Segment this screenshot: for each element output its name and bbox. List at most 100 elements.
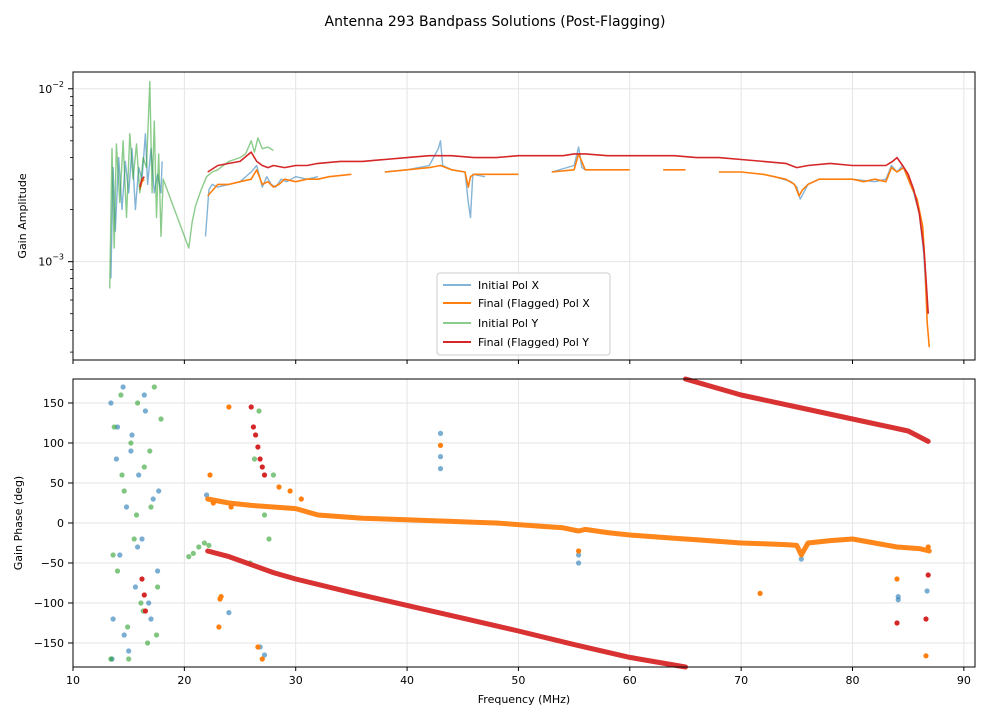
phase-point-yf bbox=[923, 616, 929, 622]
phase-point-xi bbox=[132, 584, 138, 590]
phase-point-xi bbox=[204, 492, 210, 498]
phase-point-yi bbox=[270, 472, 276, 478]
amplitude-frame bbox=[72, 71, 976, 361]
amplitude-panel: 10−2 10−3 Gain Amplitude Initial Pol X Fi… bbox=[16, 71, 976, 364]
phase-point-yf bbox=[255, 444, 261, 450]
legend-box bbox=[436, 272, 611, 356]
phase-point-xi bbox=[129, 432, 135, 438]
phase-y-tick-label: 150 bbox=[43, 397, 64, 410]
phase-point-xi bbox=[437, 430, 444, 436]
phase-point-yi bbox=[119, 472, 125, 478]
amplitude-y-tick-label: 10−3 bbox=[38, 253, 64, 269]
phase-point-xi bbox=[895, 597, 901, 603]
phase-point-yi bbox=[201, 540, 207, 546]
phase-y-tick-label: 0 bbox=[57, 517, 64, 530]
phase-point-xf bbox=[757, 590, 763, 597]
phase-point-xf bbox=[298, 496, 304, 502]
phase-point-yi bbox=[138, 600, 144, 606]
phase-trend-xf bbox=[205, 496, 932, 558]
phase-point-yi bbox=[131, 536, 137, 542]
phase-point-yf bbox=[253, 432, 259, 438]
phase-x-tick-label: 40 bbox=[400, 674, 414, 687]
phase-y-tick-label: 50 bbox=[50, 477, 64, 490]
amplitude-line-yi bbox=[109, 80, 274, 289]
phase-point-xf bbox=[255, 644, 261, 650]
phase-point-yi bbox=[266, 536, 272, 542]
phase-point-xi bbox=[576, 552, 582, 558]
phase-x-tick-label: 60 bbox=[623, 674, 637, 687]
phase-point-xf bbox=[923, 653, 929, 659]
phase-point-xi bbox=[121, 632, 127, 638]
phase-point-yi bbox=[118, 392, 124, 398]
phase-point-yi bbox=[114, 568, 121, 574]
amplitude-line-yf bbox=[139, 151, 929, 314]
phase-point-xf bbox=[228, 504, 234, 510]
phase-point-xi bbox=[798, 556, 804, 562]
phase-point-yf bbox=[141, 592, 147, 598]
amplitude-y-label: Gain Amplitude bbox=[16, 173, 29, 258]
phase-point-xi bbox=[437, 466, 444, 472]
phase-x-tick-label: 30 bbox=[289, 674, 303, 687]
phase-point-xi bbox=[576, 560, 582, 566]
phase-point-xi bbox=[226, 610, 232, 616]
chart-title: Antenna 293 Bandpass Solutions (Post-Fla… bbox=[325, 14, 666, 30]
phase-point-yi bbox=[206, 542, 212, 549]
phase-point-yi bbox=[135, 400, 141, 406]
phase-y-tick-label: −100 bbox=[34, 597, 64, 610]
legend-label-initial-pol-y: Initial Pol Y bbox=[478, 317, 538, 330]
phase-point-xi bbox=[261, 652, 268, 658]
legend: Initial Pol X Final (Flagged) Pol X Init… bbox=[436, 272, 611, 356]
phase-point-xi bbox=[141, 392, 147, 398]
phase-y-label: Gain Phase (deg) bbox=[12, 476, 25, 570]
phase-series bbox=[108, 376, 932, 670]
phase-point-xf bbox=[576, 548, 582, 554]
legend-label-final-pol-y: Final (Flagged) Pol Y bbox=[478, 336, 589, 349]
amplitude-grid bbox=[72, 72, 975, 360]
phase-point-xi bbox=[117, 552, 123, 558]
phase-x-tick-label: 90 bbox=[957, 674, 971, 687]
phase-point-xi bbox=[139, 536, 145, 542]
phase-point-yi bbox=[121, 488, 127, 494]
phase-point-yi bbox=[126, 656, 132, 662]
phase-point-xi bbox=[148, 616, 154, 622]
phase-point-yi bbox=[158, 416, 164, 422]
phase-point-yi bbox=[186, 554, 192, 560]
phase-trend-yf bbox=[205, 548, 688, 670]
phase-point-yi bbox=[108, 656, 114, 662]
phase-point-yf bbox=[139, 576, 145, 582]
x-axis-label: Frequency (MHz) bbox=[478, 693, 570, 706]
phase-point-yi bbox=[256, 408, 262, 414]
phase-point-yf bbox=[894, 620, 900, 626]
phase-panel: 10 20 30 40 50 60 70 80 90 150 100 50 0 −50 −100 −150 G… bbox=[12, 376, 976, 706]
phase-point-yi bbox=[125, 624, 131, 630]
phase-point-yf bbox=[142, 608, 148, 614]
phase-point-xf bbox=[894, 576, 900, 582]
phase-point-xi bbox=[924, 588, 930, 594]
phase-point-yi bbox=[141, 464, 147, 470]
phase-point-yi bbox=[153, 632, 160, 638]
phase-x-tick-label: 80 bbox=[846, 674, 860, 687]
phase-point-xf bbox=[216, 624, 222, 630]
legend-label-initial-pol-x: Initial Pol X bbox=[478, 279, 539, 292]
phase-point-xf bbox=[210, 500, 216, 506]
phase-point-yi bbox=[190, 550, 196, 557]
amplitude-y-tick-label: 10−2 bbox=[38, 80, 64, 96]
phase-x-tick-label: 10 bbox=[66, 674, 80, 687]
phase-point-xi bbox=[123, 504, 130, 510]
phase-point-yi bbox=[148, 504, 154, 510]
phase-point-yi bbox=[147, 448, 153, 454]
phase-point-xi bbox=[135, 544, 141, 550]
phase-point-xi bbox=[150, 496, 156, 502]
legend-label-final-pol-x: Final (Flagged) Pol X bbox=[478, 297, 590, 310]
phase-point-xf bbox=[925, 544, 931, 550]
phase-point-xf bbox=[226, 404, 232, 410]
phase-point-yf bbox=[925, 572, 931, 578]
phase-point-xi bbox=[156, 488, 162, 494]
phase-point-yi bbox=[155, 584, 161, 590]
phase-x-tick-label: 70 bbox=[734, 674, 748, 687]
phase-y-tick-label: −150 bbox=[34, 637, 64, 650]
phase-point-xf bbox=[218, 594, 224, 600]
phase-point-yi bbox=[133, 512, 140, 518]
phase-point-yi bbox=[110, 552, 116, 558]
